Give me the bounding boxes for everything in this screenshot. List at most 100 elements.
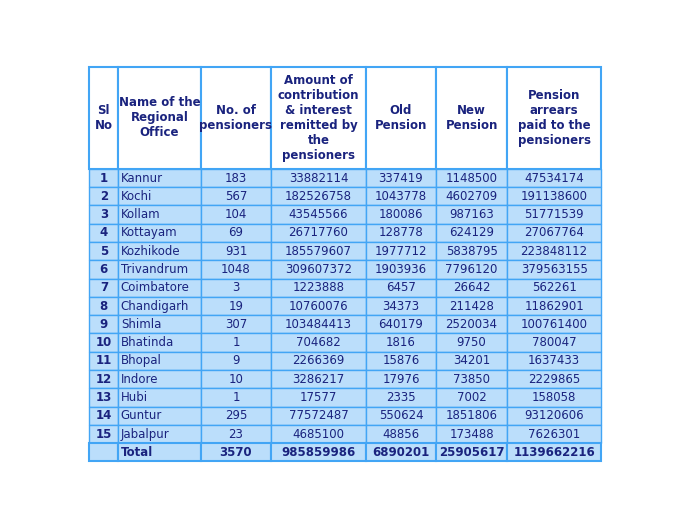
Text: 2: 2: [100, 190, 108, 203]
Text: 6457: 6457: [386, 281, 416, 294]
Text: 9: 9: [233, 355, 240, 367]
Text: Total: Total: [121, 446, 153, 459]
Text: Kannur: Kannur: [121, 172, 163, 185]
Bar: [507, 352, 601, 370]
Text: 7796120: 7796120: [446, 263, 498, 276]
Text: 1: 1: [233, 336, 240, 349]
Text: Pension
arrears
paid to the
pensioners: Pension arrears paid to the pensioners: [518, 89, 590, 147]
Bar: [366, 187, 436, 206]
Text: 1637433: 1637433: [528, 355, 580, 367]
Bar: [201, 260, 271, 279]
Text: 309607372: 309607372: [285, 263, 352, 276]
Bar: [118, 297, 201, 315]
Text: 295: 295: [225, 409, 247, 422]
Bar: [366, 279, 436, 297]
Text: 15: 15: [96, 427, 112, 440]
Bar: [90, 67, 118, 169]
Bar: [507, 279, 601, 297]
Text: 26642: 26642: [453, 281, 491, 294]
Text: 223848112: 223848112: [520, 245, 588, 258]
Text: 7002: 7002: [457, 391, 487, 404]
Bar: [507, 187, 601, 206]
Text: 11: 11: [96, 355, 112, 367]
Text: 10760076: 10760076: [288, 300, 348, 313]
Bar: [118, 370, 201, 388]
Bar: [271, 67, 366, 169]
Bar: [271, 169, 366, 187]
Bar: [436, 352, 507, 370]
Bar: [90, 187, 118, 206]
Text: 2335: 2335: [386, 391, 416, 404]
Bar: [366, 224, 436, 242]
Text: Bhopal: Bhopal: [121, 355, 162, 367]
Text: Guntur: Guntur: [121, 409, 162, 422]
Bar: [436, 187, 507, 206]
Bar: [436, 443, 507, 461]
Bar: [271, 242, 366, 260]
Text: 2520034: 2520034: [446, 318, 497, 331]
Bar: [90, 206, 118, 224]
Text: 51771539: 51771539: [524, 208, 584, 221]
Bar: [118, 352, 201, 370]
Text: 5838795: 5838795: [446, 245, 497, 258]
Bar: [366, 67, 436, 169]
Text: 5: 5: [100, 245, 108, 258]
Text: 11862901: 11862901: [524, 300, 584, 313]
Bar: [201, 370, 271, 388]
Text: 8: 8: [100, 300, 108, 313]
Text: 104: 104: [225, 208, 247, 221]
Bar: [366, 169, 436, 187]
Text: Sl
No: Sl No: [95, 104, 113, 132]
Text: 77572487: 77572487: [288, 409, 348, 422]
Bar: [271, 370, 366, 388]
Text: 987163: 987163: [450, 208, 494, 221]
Text: Kochi: Kochi: [121, 190, 152, 203]
Text: 624129: 624129: [449, 226, 494, 240]
Bar: [118, 425, 201, 443]
Text: 1148500: 1148500: [446, 172, 497, 185]
Bar: [201, 352, 271, 370]
Bar: [507, 370, 601, 388]
Text: 985859986: 985859986: [281, 446, 356, 459]
Bar: [271, 388, 366, 406]
Bar: [271, 315, 366, 334]
Bar: [366, 206, 436, 224]
Bar: [366, 352, 436, 370]
Text: Old
Pension: Old Pension: [375, 104, 427, 132]
Text: 23: 23: [228, 427, 243, 440]
Bar: [90, 169, 118, 187]
Text: 1139662216: 1139662216: [514, 446, 595, 459]
Bar: [118, 279, 201, 297]
Text: 1: 1: [233, 391, 240, 404]
Bar: [436, 425, 507, 443]
Text: 3286217: 3286217: [293, 373, 344, 385]
Text: Bhatinda: Bhatinda: [121, 336, 174, 349]
Bar: [118, 224, 201, 242]
Text: 1903936: 1903936: [375, 263, 427, 276]
Text: 10: 10: [228, 373, 243, 385]
Bar: [90, 425, 118, 443]
Text: 25905617: 25905617: [439, 446, 504, 459]
Bar: [366, 334, 436, 352]
Text: 48856: 48856: [382, 427, 420, 440]
Text: Coimbatore: Coimbatore: [121, 281, 189, 294]
Text: 1048: 1048: [221, 263, 251, 276]
Bar: [271, 260, 366, 279]
Text: 15876: 15876: [382, 355, 420, 367]
Text: No. of
pensioners: No. of pensioners: [200, 104, 272, 132]
Text: Shimla: Shimla: [121, 318, 161, 331]
Bar: [201, 315, 271, 334]
Text: 9: 9: [100, 318, 108, 331]
Bar: [201, 279, 271, 297]
Bar: [201, 334, 271, 352]
Text: 704682: 704682: [296, 336, 341, 349]
Bar: [507, 224, 601, 242]
Bar: [366, 315, 436, 334]
Text: 17976: 17976: [382, 373, 420, 385]
Text: 3: 3: [233, 281, 240, 294]
Bar: [271, 443, 366, 461]
Text: 9750: 9750: [457, 336, 487, 349]
Bar: [201, 388, 271, 406]
Bar: [436, 334, 507, 352]
Bar: [436, 297, 507, 315]
